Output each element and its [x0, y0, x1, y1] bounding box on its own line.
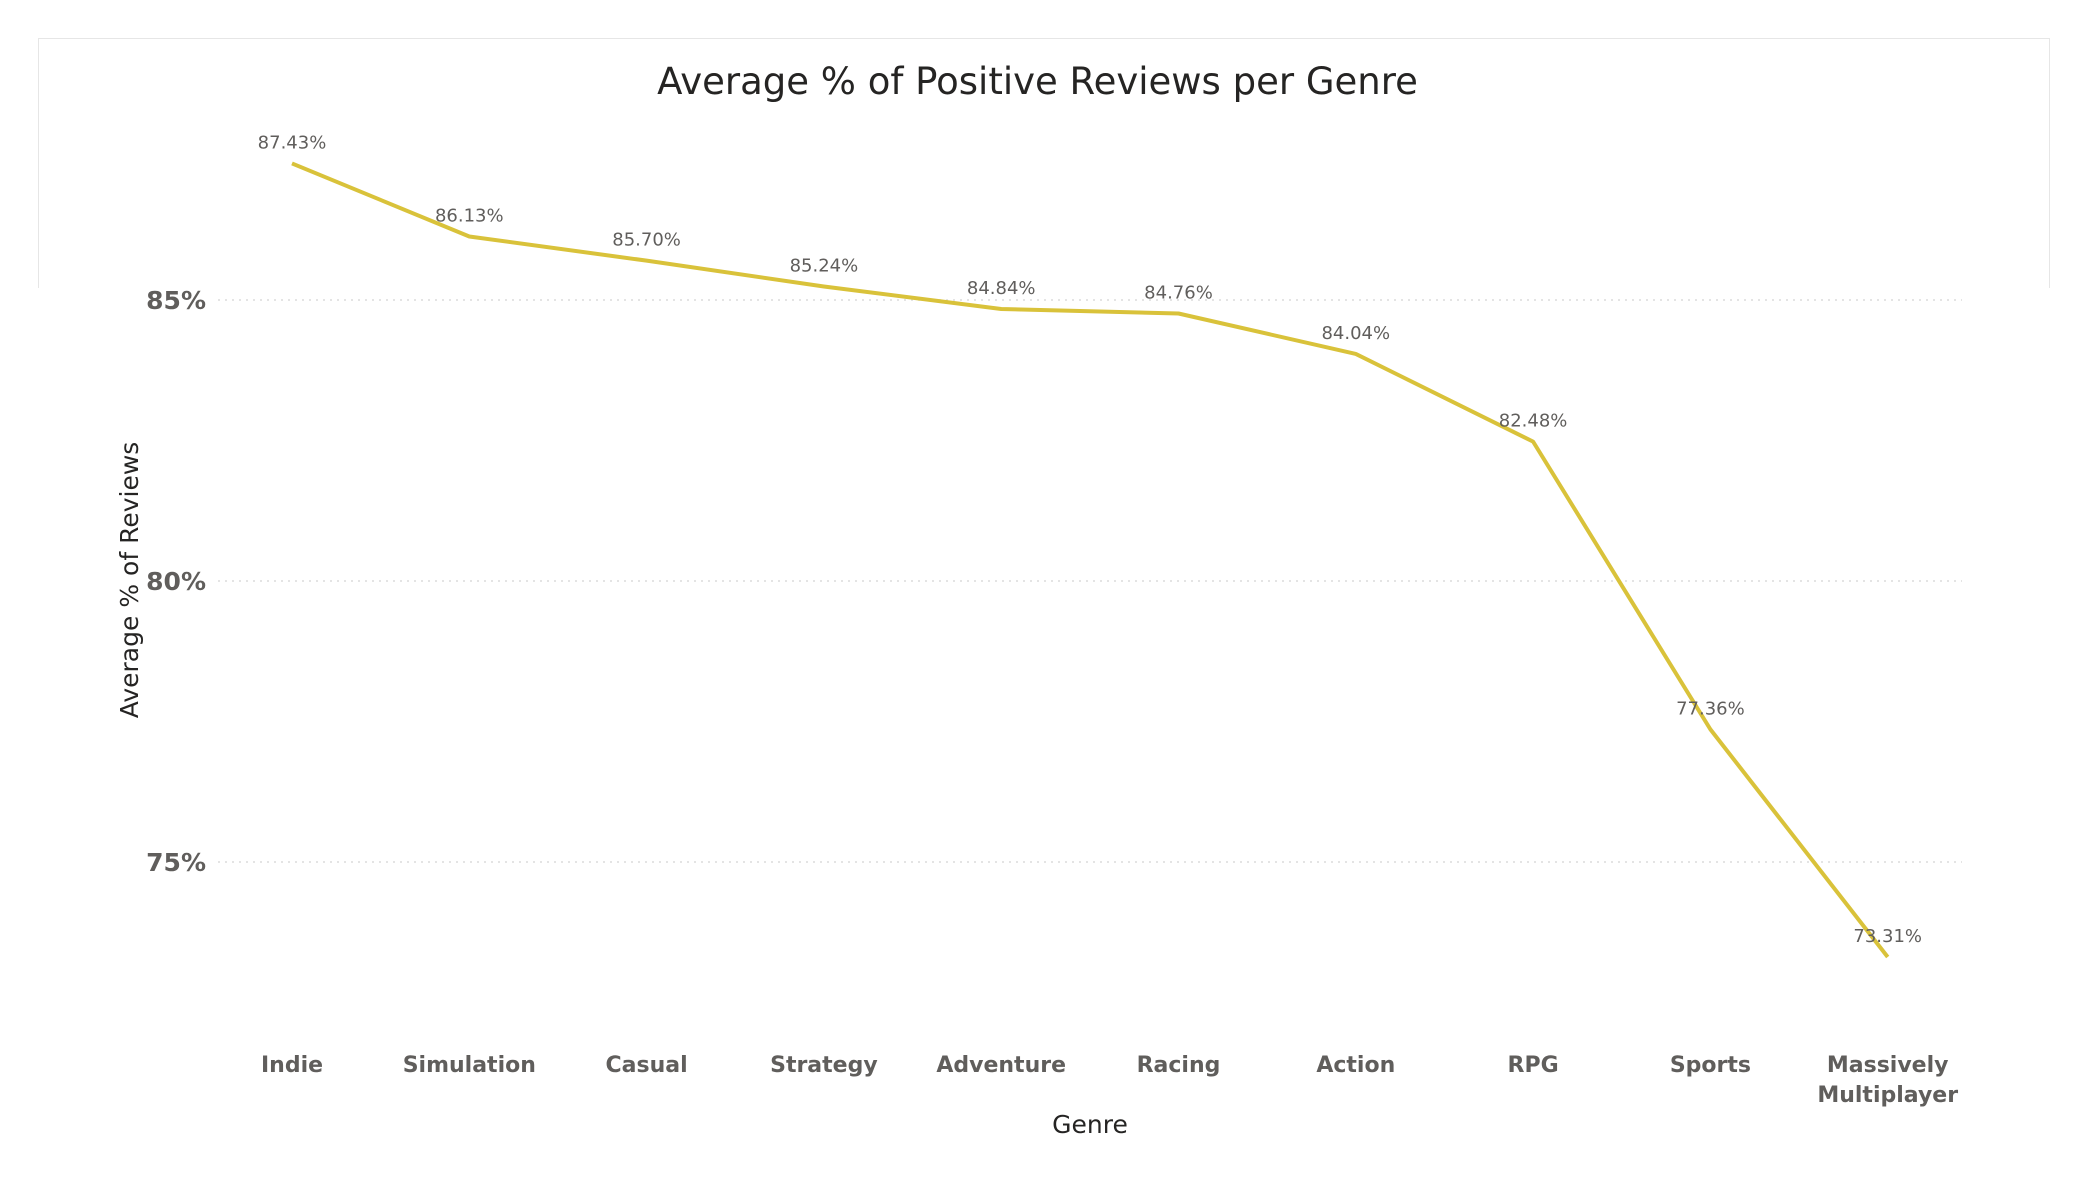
x-tick-label: RPG [1508, 1053, 1559, 1078]
x-tick-label: Strategy [770, 1053, 878, 1078]
y-tick-label: 80% [146, 567, 206, 596]
y-axis-title: Average % of Reviews [115, 442, 144, 719]
series-line [291, 161, 1890, 959]
y-axis-ticks: 75% 80% 85% [146, 286, 206, 877]
x-tick-label: Racing [1137, 1053, 1221, 1078]
chart-frame [38, 38, 2050, 288]
gridlines [218, 299, 1962, 863]
data-label: 84.76% [1144, 282, 1213, 303]
y-tick-label: 85% [146, 286, 206, 315]
x-tick-label: Action [1316, 1053, 1395, 1078]
data-label: 84.84% [967, 278, 1036, 299]
x-tick-label: Adventure [936, 1053, 1066, 1078]
data-label: 84.04% [1321, 323, 1390, 344]
x-tick-label: Sports [1670, 1053, 1751, 1078]
x-axis-title: Genre [1052, 1110, 1128, 1139]
data-label: 86.13% [435, 205, 504, 226]
x-tick-label: Indie [261, 1053, 323, 1078]
data-label: 73.31% [1853, 926, 1922, 947]
data-label: 85.70% [612, 230, 681, 251]
y-tick-label: 75% [146, 848, 206, 877]
data-label: 87.43% [258, 132, 327, 153]
data-label: 85.24% [790, 256, 859, 277]
x-tick-label: Simulation [403, 1053, 536, 1078]
data-label: 77.36% [1676, 698, 1745, 719]
x-tick-label: Massively Multiplayer [1817, 1053, 1958, 1108]
data-label: 82.48% [1499, 411, 1568, 432]
data-labels: 87.43% 86.13% 85.70% 85.24% 84.84% 84.76% 84.0… [258, 132, 1922, 947]
x-axis-ticks: Indie Simulation Casual Strategy Adventure Ra… [261, 1053, 1958, 1108]
x-tick-label: Casual [606, 1053, 688, 1078]
chart-title: Average % of Positive Reviews per Genre [657, 60, 1418, 103]
